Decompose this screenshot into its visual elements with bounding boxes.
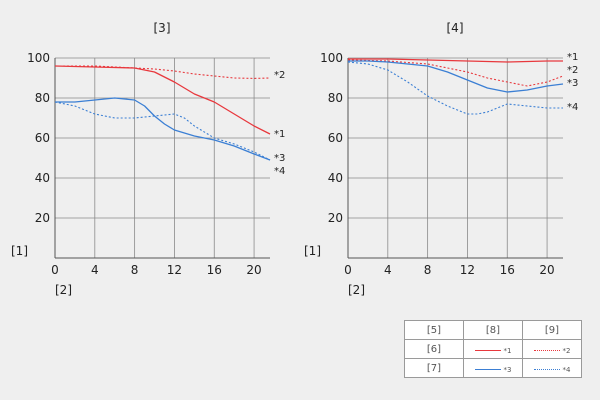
legend-symbol: *4 bbox=[562, 365, 571, 374]
x-tick-label: 16 bbox=[207, 263, 222, 277]
y-tick-label: 100 bbox=[27, 51, 50, 65]
legend-header-cell: [5] bbox=[404, 320, 464, 340]
x-tick-label: 20 bbox=[539, 263, 554, 277]
x-tick-label: 16 bbox=[500, 263, 515, 277]
series-line bbox=[54, 101, 271, 161]
series-end-label: *4 bbox=[567, 102, 578, 113]
series-line bbox=[55, 65, 271, 79]
legend-solid-cell: *1 bbox=[463, 339, 523, 359]
chart-title: [3] bbox=[154, 21, 171, 35]
legend-solid-cell: *3 bbox=[463, 358, 523, 378]
legend-header-row: [5] [8] [9] bbox=[404, 320, 582, 340]
y-tick-label: 20 bbox=[328, 211, 343, 225]
legend-line-sample bbox=[474, 369, 501, 371]
chart-title: [4] bbox=[447, 21, 464, 35]
legend-symbol: *3 bbox=[503, 365, 512, 374]
series-end-label: *1 bbox=[274, 129, 285, 140]
y-axis-label: [1] bbox=[11, 244, 28, 258]
x-tick-label: 20 bbox=[246, 263, 261, 277]
legend-header-cell: [9] bbox=[522, 320, 582, 340]
series-end-label: *2 bbox=[567, 65, 578, 76]
y-tick-label: 80 bbox=[35, 91, 50, 105]
series-line bbox=[347, 59, 564, 87]
legend-symbol: *2 bbox=[562, 346, 571, 355]
series-line bbox=[54, 65, 271, 135]
x-axis-label: [2] bbox=[55, 283, 72, 297]
legend-line-sample bbox=[533, 369, 560, 371]
series-end-label: *2 bbox=[274, 70, 285, 81]
x-tick-label: 0 bbox=[344, 263, 352, 277]
x-tick-label: 0 bbox=[51, 263, 59, 277]
series-line bbox=[348, 60, 564, 93]
legend-header-cell: [8] bbox=[463, 320, 523, 340]
legend-symbol: *1 bbox=[503, 346, 512, 355]
series-line bbox=[347, 61, 563, 115]
x-tick-label: 4 bbox=[384, 263, 392, 277]
y-tick-label: 80 bbox=[328, 91, 343, 105]
legend-line-sample bbox=[474, 350, 501, 352]
y-tick-label: 20 bbox=[35, 211, 50, 225]
legend-row-label: [7] bbox=[404, 358, 464, 378]
y-tick-label: 40 bbox=[328, 171, 343, 185]
legend-line-sample bbox=[533, 350, 560, 352]
series-end-label: *3 bbox=[567, 78, 578, 89]
series-end-label: *1 bbox=[567, 52, 578, 63]
legend-dotted-cell: *2 bbox=[522, 339, 582, 359]
series-end-label: *4 bbox=[274, 166, 285, 177]
legend-dotted-cell: *4 bbox=[522, 358, 582, 378]
y-tick-label: 60 bbox=[35, 131, 50, 145]
y-axis-label: [1] bbox=[304, 244, 321, 258]
y-tick-label: 100 bbox=[320, 51, 343, 65]
x-tick-label: 12 bbox=[460, 263, 475, 277]
x-tick-label: 8 bbox=[131, 263, 139, 277]
x-tick-label: 8 bbox=[424, 263, 432, 277]
y-tick-label: 40 bbox=[35, 171, 50, 185]
series-line bbox=[348, 58, 563, 63]
series-end-label: *3 bbox=[274, 153, 285, 164]
legend-row: [6] *1 *2 bbox=[404, 339, 582, 359]
y-tick-label: 60 bbox=[328, 131, 343, 145]
x-tick-label: 12 bbox=[167, 263, 182, 277]
x-tick-label: 4 bbox=[91, 263, 99, 277]
x-axis-label: [2] bbox=[348, 283, 365, 297]
legend-table: [5] [8] [9] [6] *1 *2 [7] *3 bbox=[404, 320, 582, 378]
legend-row-label: [6] bbox=[404, 339, 464, 359]
series-line bbox=[55, 97, 271, 161]
legend-row: [7] *3 *4 bbox=[404, 358, 582, 378]
